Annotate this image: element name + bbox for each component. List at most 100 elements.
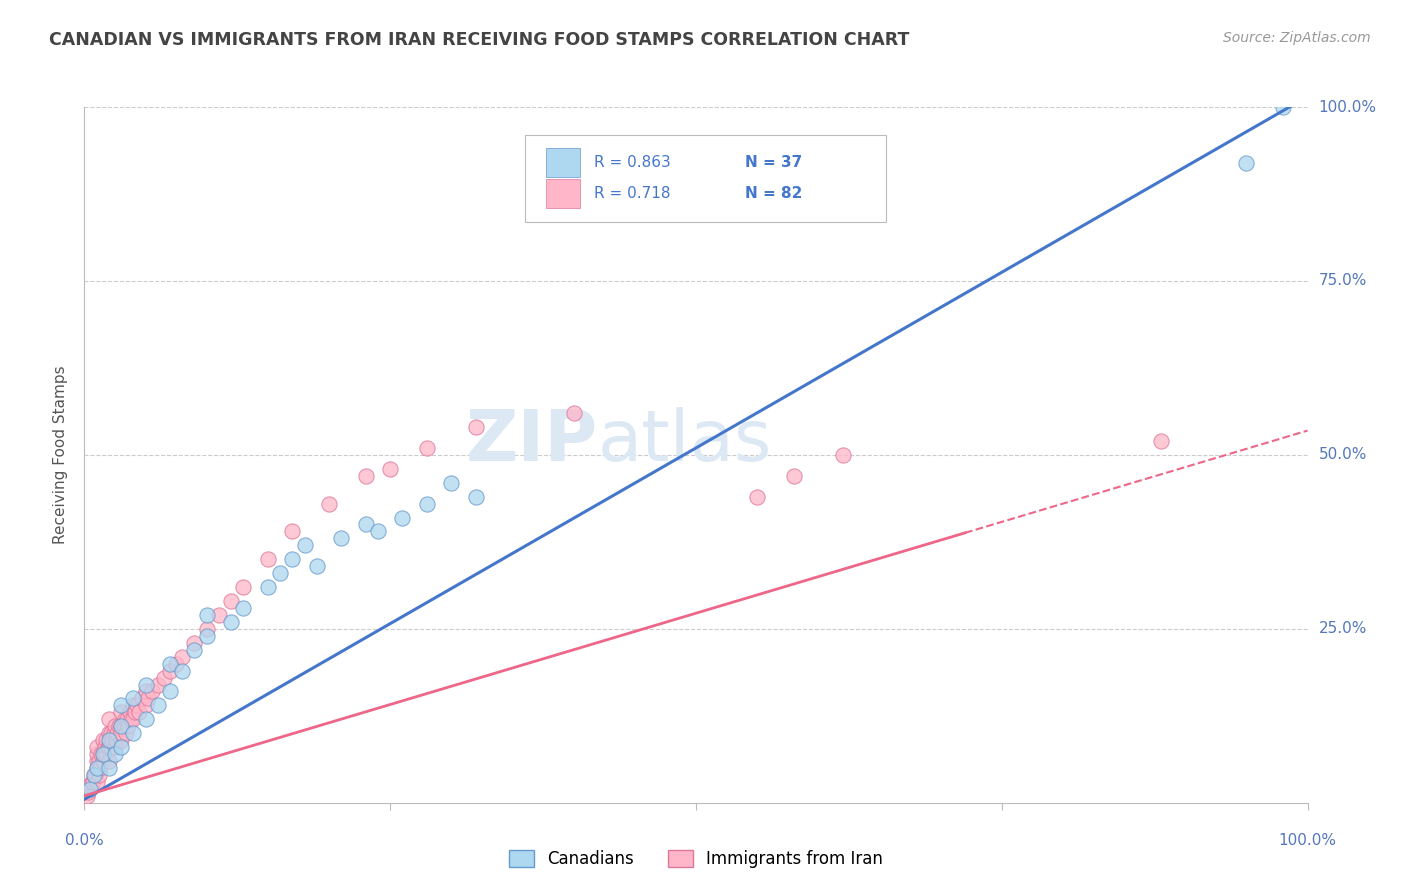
Text: 25.0%: 25.0%: [1319, 622, 1367, 636]
Point: [464, 420, 486, 434]
Point: [141, 684, 163, 698]
Point: [122, 726, 145, 740]
Point: [79, 778, 101, 792]
Point: [269, 566, 291, 581]
Point: [380, 462, 402, 476]
Point: [83, 768, 105, 782]
Point: [91, 733, 114, 747]
Point: [416, 441, 439, 455]
Point: [105, 726, 128, 740]
Point: [281, 524, 304, 539]
Point: [110, 740, 132, 755]
Point: [117, 719, 139, 733]
Point: [153, 671, 176, 685]
Point: [257, 552, 280, 566]
Point: [100, 726, 122, 740]
Point: [77, 785, 100, 799]
Point: [122, 712, 145, 726]
Bar: [546, 148, 579, 178]
Point: [219, 594, 242, 608]
Point: [98, 733, 121, 747]
Point: [93, 747, 115, 761]
Text: 75.0%: 75.0%: [1319, 274, 1367, 288]
Point: [87, 768, 110, 782]
Point: [131, 691, 153, 706]
Point: [89, 761, 111, 775]
FancyBboxPatch shape: [524, 135, 886, 222]
Point: [83, 768, 105, 782]
Bar: [546, 178, 579, 208]
Point: [172, 649, 194, 664]
Point: [91, 747, 114, 761]
Point: [101, 733, 124, 747]
Point: [110, 733, 132, 747]
Point: [195, 607, 218, 622]
Point: [112, 719, 135, 733]
Point: [122, 698, 145, 713]
Point: [82, 775, 104, 789]
Point: [747, 490, 769, 504]
Point: [318, 497, 340, 511]
Point: [440, 475, 463, 490]
Point: [183, 636, 205, 650]
Text: N = 37: N = 37: [745, 155, 803, 170]
Point: [97, 740, 120, 755]
Point: [104, 719, 127, 733]
Point: [97, 754, 120, 768]
Point: [97, 740, 120, 755]
Point: [77, 781, 100, 796]
Text: 100.0%: 100.0%: [1319, 100, 1376, 114]
Point: [219, 615, 242, 629]
Point: [257, 580, 280, 594]
Point: [464, 490, 486, 504]
Point: [1272, 100, 1295, 114]
Point: [80, 775, 103, 789]
Point: [354, 517, 377, 532]
Point: [1234, 155, 1257, 169]
Point: [105, 733, 128, 747]
Point: [84, 768, 107, 782]
Point: [120, 712, 142, 726]
Point: [195, 629, 218, 643]
Point: [208, 607, 231, 622]
Point: [305, 559, 328, 574]
Point: [86, 740, 108, 755]
Point: [104, 740, 127, 755]
Point: [97, 726, 120, 740]
Text: ZIP: ZIP: [465, 407, 598, 475]
Point: [165, 657, 187, 671]
Point: [110, 698, 132, 713]
Point: [86, 747, 108, 761]
Point: [391, 510, 413, 524]
Point: [128, 706, 150, 720]
Point: [96, 747, 118, 761]
Point: [172, 664, 194, 678]
Point: [135, 677, 157, 691]
Point: [416, 497, 439, 511]
Point: [91, 747, 114, 761]
Point: [124, 706, 146, 720]
Point: [110, 706, 132, 720]
Point: [135, 684, 157, 698]
Point: [115, 726, 138, 740]
Point: [159, 657, 181, 671]
Text: CANADIAN VS IMMIGRANTS FROM IRAN RECEIVING FOOD STAMPS CORRELATION CHART: CANADIAN VS IMMIGRANTS FROM IRAN RECEIVI…: [49, 31, 910, 49]
Point: [110, 726, 132, 740]
Point: [86, 754, 108, 768]
Text: N = 82: N = 82: [745, 186, 803, 201]
Point: [94, 740, 117, 755]
Point: [354, 468, 377, 483]
Point: [562, 406, 585, 420]
Point: [86, 761, 108, 775]
Point: [110, 719, 132, 733]
Point: [125, 698, 148, 713]
Point: [86, 775, 108, 789]
Point: [159, 684, 181, 698]
Point: [96, 733, 118, 747]
Point: [195, 622, 218, 636]
Point: [294, 538, 316, 552]
Point: [115, 712, 138, 726]
Point: [107, 719, 129, 733]
Y-axis label: Receiving Food Stamps: Receiving Food Stamps: [53, 366, 69, 544]
Point: [87, 754, 110, 768]
